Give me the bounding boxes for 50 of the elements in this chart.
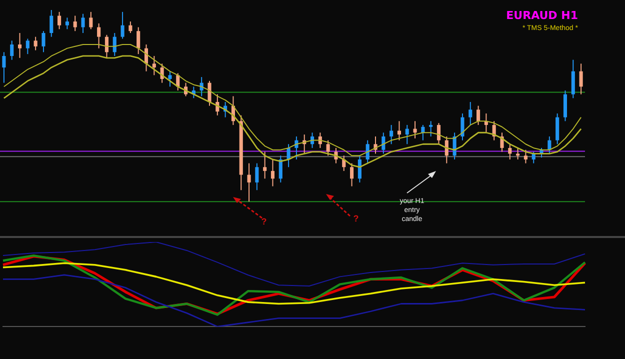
candlestick <box>26 38 30 55</box>
candlestick <box>270 158 275 187</box>
candlestick <box>556 112 560 145</box>
text: ? <box>353 213 359 224</box>
candlestick <box>405 124 409 145</box>
candlestick <box>73 15 77 32</box>
candlestick <box>81 13 85 34</box>
candlestick <box>152 55 156 76</box>
candlestick <box>97 22 101 49</box>
candlestick <box>374 136 378 154</box>
candlestick <box>429 120 433 137</box>
text: ? <box>261 216 267 226</box>
candlestick <box>263 151 267 180</box>
candlestick <box>18 32 22 58</box>
candlestick <box>247 162 251 202</box>
candlestick <box>255 162 259 191</box>
candlestick <box>516 147 520 160</box>
candlestick <box>136 26 140 55</box>
candlestick <box>89 11 93 30</box>
candlestick <box>2 52 6 84</box>
candlestick <box>168 70 172 88</box>
candlestick <box>397 120 401 141</box>
candlestick <box>460 112 464 141</box>
candlestick <box>34 36 38 51</box>
candlestick <box>326 140 330 156</box>
candlestick <box>579 63 583 95</box>
candlestick <box>436 122 441 145</box>
candlestick <box>58 11 62 30</box>
candlestick <box>50 10 54 38</box>
candlestick <box>358 155 362 183</box>
candlestick <box>42 30 46 53</box>
candlestick <box>548 136 552 154</box>
candlestick <box>278 155 282 183</box>
annotation: EURAUD H1 <box>506 8 578 22</box>
candlestick <box>10 40 14 60</box>
candlestick <box>366 140 370 164</box>
candlestick <box>571 59 575 99</box>
candlestick <box>128 20 132 34</box>
candlestick <box>476 105 480 126</box>
candlestick <box>382 132 386 154</box>
candlestick <box>508 144 512 160</box>
candlestick <box>65 17 69 30</box>
candlestick <box>350 162 354 187</box>
candlestick <box>120 11 124 40</box>
candlestick <box>104 34 108 58</box>
candlestick <box>390 124 394 145</box>
candlestick <box>208 80 212 106</box>
candlestick <box>524 149 528 164</box>
candlestick <box>468 101 472 126</box>
candlestick <box>563 90 568 122</box>
